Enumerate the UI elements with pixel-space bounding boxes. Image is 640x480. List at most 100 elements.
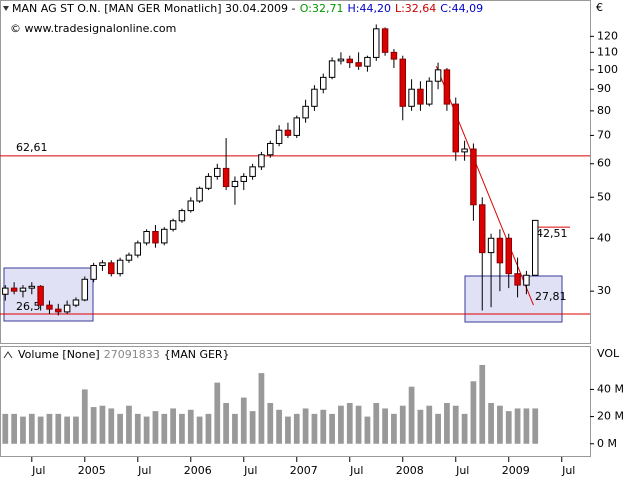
candle-body	[125, 254, 133, 261]
y-tick-label: 110	[597, 45, 618, 58]
volume-bar	[479, 364, 486, 444]
y-tick-label: 60	[597, 157, 611, 170]
volume-bar	[267, 403, 274, 444]
volume-bar	[179, 413, 185, 444]
candle-body	[355, 62, 362, 67]
volume-bar	[338, 405, 344, 444]
volume-icon	[3, 351, 13, 359]
candle-body	[417, 88, 424, 105]
volume-bar	[143, 416, 150, 444]
volume-bar	[90, 407, 97, 444]
volume-bar	[435, 413, 441, 444]
volume-bar	[523, 408, 530, 444]
volume-bar	[161, 413, 168, 444]
y-tick-label: 50	[597, 190, 611, 203]
volume-header: Volume [None] 27091833 {MAN GER}	[18, 348, 230, 361]
volume-bar	[117, 413, 123, 444]
volume-bar	[408, 386, 415, 444]
x-tick-label: 2007	[290, 464, 318, 477]
candle-body	[37, 285, 44, 306]
volume-bar	[64, 416, 70, 444]
y-tick-label: 90	[597, 82, 611, 95]
candle-body	[2, 287, 9, 295]
x-tick-label: 2005	[78, 464, 106, 477]
volume-title: Volume [None]	[18, 348, 100, 361]
candle-body	[222, 167, 230, 188]
volume-bar	[452, 405, 459, 444]
volume-bar	[126, 405, 132, 444]
unit-label: €	[596, 1, 603, 14]
volume-bar	[170, 408, 176, 444]
candle-body	[28, 285, 36, 289]
candle-body	[249, 166, 256, 177]
x-tick-label: Jul	[31, 464, 45, 477]
x-tick-label: 2009	[502, 464, 530, 477]
volume-bar	[293, 413, 300, 444]
y-tick-label: 20 M	[597, 410, 624, 423]
x-tick-label: 2006	[184, 464, 212, 477]
volume-title-value: 27091833	[104, 348, 160, 361]
volume-bar	[20, 416, 26, 444]
x-tick-label: Jul	[349, 464, 363, 477]
volume-bar	[382, 408, 388, 444]
candle-body	[479, 204, 486, 254]
volume-bar	[11, 413, 18, 444]
volume-bar	[285, 416, 291, 444]
volume-bar	[214, 382, 221, 444]
candle-body	[381, 28, 389, 53]
candle-body	[178, 210, 186, 222]
candle-body	[134, 242, 142, 256]
candle-body	[19, 287, 27, 292]
level-label: 62,61	[16, 141, 48, 154]
candle-body	[108, 262, 115, 275]
x-tick-label: Jul	[243, 464, 257, 477]
candle-body	[364, 56, 371, 67]
volume-bar	[311, 413, 318, 444]
volume-bar	[258, 373, 265, 444]
candle-body	[275, 129, 283, 144]
candle-body	[434, 69, 442, 82]
candle-body	[523, 274, 530, 286]
candle-body	[328, 60, 336, 78]
x-tick-label: Jul	[455, 464, 469, 477]
volume-bar	[417, 409, 424, 444]
volume-bar	[346, 403, 353, 444]
candle-body	[161, 228, 168, 244]
marker-label: 27,81	[535, 290, 567, 303]
candle-body	[231, 180, 239, 188]
volume-bar	[276, 409, 282, 444]
range-box	[3, 267, 94, 322]
volume-bar	[320, 409, 327, 444]
header-title: MAN AG ST O.N. [MAN GER Monatlich] 30.04…	[12, 2, 296, 15]
volume-bar	[426, 405, 433, 444]
volume-bar	[373, 403, 380, 444]
volume-bar	[134, 413, 141, 444]
volume-bar	[497, 405, 503, 444]
volume-panel	[0, 346, 591, 457]
header-field: H:44,20	[347, 2, 390, 15]
candle-body	[505, 237, 512, 275]
candle-body	[152, 231, 159, 244]
marker-label: 42,51	[536, 227, 568, 240]
volume-bar	[152, 411, 159, 444]
y-tick-label: 40	[597, 231, 611, 244]
candle-body	[72, 299, 80, 306]
volume-bar	[55, 413, 62, 444]
menu-arrow[interactable]	[3, 6, 9, 11]
y-tick-label: 100	[597, 63, 618, 76]
candle-body	[90, 264, 97, 280]
candle-body	[10, 287, 18, 292]
volume-bar	[37, 416, 44, 444]
candle-body	[302, 105, 309, 119]
volume-bar	[514, 408, 521, 444]
y-tick-label: 40 M	[597, 382, 624, 395]
candle-body	[81, 278, 89, 301]
volume-bar	[223, 403, 229, 444]
candle-body	[346, 58, 353, 64]
volume-bar	[488, 403, 494, 444]
candle-body	[337, 58, 345, 62]
volume-bar	[73, 416, 79, 444]
volume-bar	[329, 413, 335, 444]
volume-bar	[205, 413, 212, 444]
volume-bar	[302, 408, 309, 444]
